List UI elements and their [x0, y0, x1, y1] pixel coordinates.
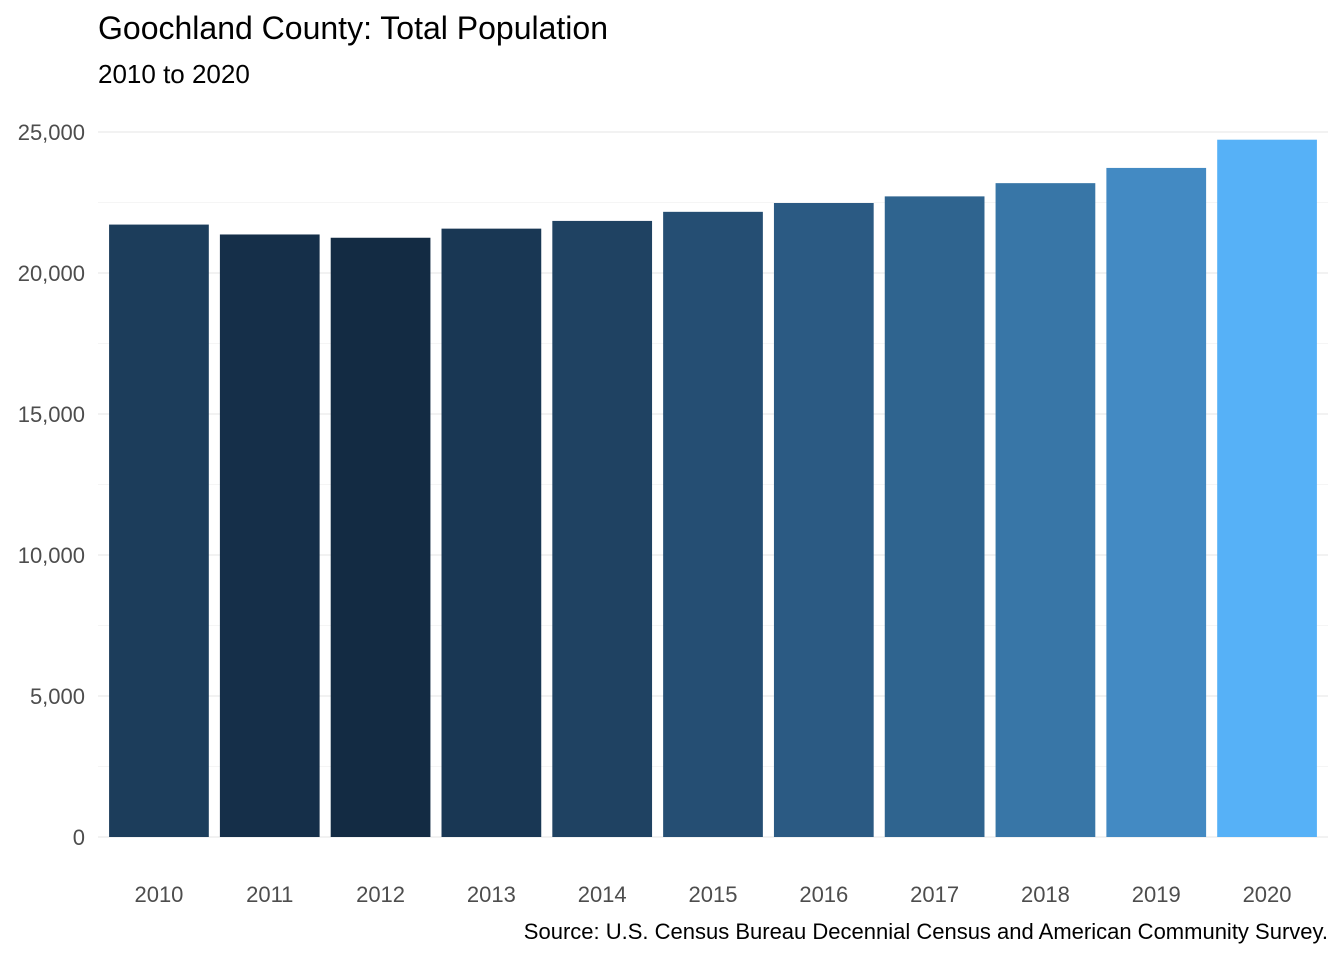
bar-2015	[663, 211, 763, 837]
y-tick-label: 10,000	[18, 543, 85, 568]
x-tick-label: 2016	[799, 882, 848, 907]
y-tick-label: 25,000	[18, 120, 85, 145]
x-tick-label: 2020	[1243, 882, 1292, 907]
x-tick-label: 2017	[910, 882, 959, 907]
bar-2017	[884, 196, 985, 837]
bar-2019	[1106, 167, 1207, 837]
y-tick-label: 0	[73, 825, 85, 850]
bars	[109, 139, 1317, 838]
bar-2010	[109, 224, 209, 838]
bar-2012	[330, 237, 431, 837]
x-tick-label: 2011	[246, 882, 293, 907]
x-tick-label: 2019	[1132, 882, 1181, 907]
chart-title: Goochland County: Total Population	[98, 10, 608, 46]
bar-2016	[773, 203, 874, 838]
bar-2020	[1217, 139, 1317, 837]
x-tick-label: 2012	[356, 882, 405, 907]
chart-subtitle: 2010 to 2020	[98, 59, 250, 89]
bar-2013	[441, 228, 542, 837]
x-tick-label: 2010	[134, 882, 183, 907]
x-tick-label: 2018	[1021, 882, 1070, 907]
bar-2011	[219, 234, 320, 837]
y-tick-label: 15,000	[18, 402, 85, 427]
chart-caption: Source: U.S. Census Bureau Decennial Cen…	[523, 919, 1328, 944]
bar-2014	[552, 220, 653, 837]
bar-2018	[995, 183, 1096, 838]
y-tick-label: 5,000	[30, 684, 85, 709]
y-tick-label: 20,000	[18, 261, 85, 286]
x-tick-label: 2014	[578, 882, 627, 907]
x-tick-label: 2013	[467, 882, 516, 907]
x-tick-label: 2015	[689, 882, 738, 907]
y-axis-ticks: 0 5,000 10,000 15,000 20,000 25,000	[18, 120, 85, 850]
x-axis-ticks: 2010 2011 2012 2013 2014 2015 2016 2017 2018 2019…	[134, 882, 1291, 907]
